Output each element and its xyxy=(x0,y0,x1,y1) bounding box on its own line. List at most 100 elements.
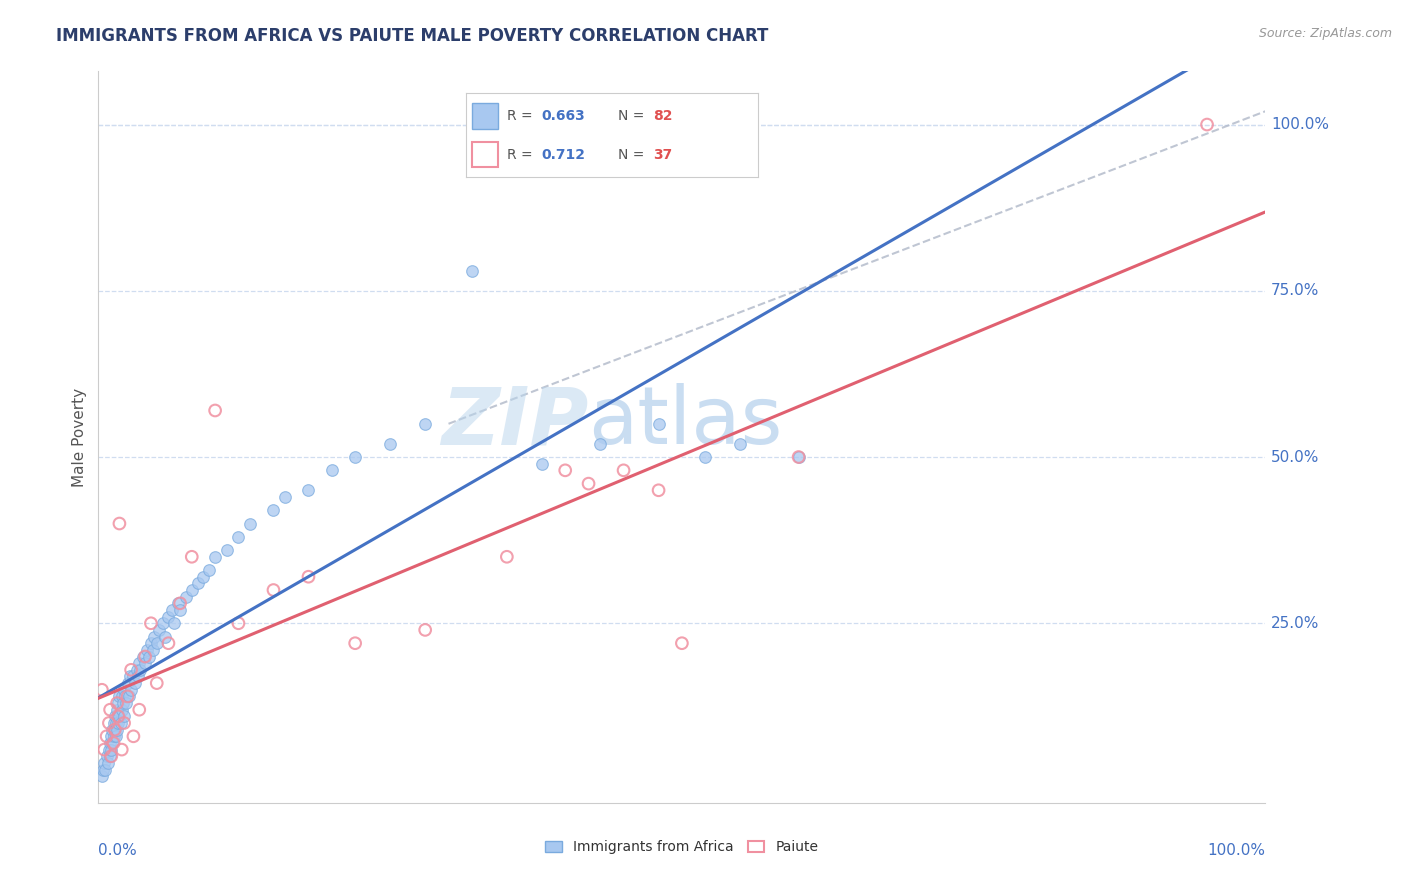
Point xyxy=(695,450,717,464)
Point xyxy=(228,616,250,631)
Point xyxy=(111,690,134,704)
Point xyxy=(671,636,693,650)
Point xyxy=(228,530,250,544)
Point xyxy=(112,716,135,731)
Point xyxy=(104,723,127,737)
Point xyxy=(104,723,127,737)
Point xyxy=(198,563,221,577)
Point xyxy=(136,643,159,657)
Point xyxy=(90,682,112,697)
Point xyxy=(105,723,128,737)
Point xyxy=(180,549,202,564)
Text: 25.0%: 25.0% xyxy=(1271,615,1320,631)
Point xyxy=(157,636,180,650)
Point xyxy=(166,596,188,610)
Point xyxy=(139,616,162,631)
Point xyxy=(101,723,124,737)
Point xyxy=(152,616,174,631)
Point xyxy=(134,656,156,670)
Point xyxy=(530,457,553,471)
Text: 50.0%: 50.0% xyxy=(1271,450,1320,465)
Point xyxy=(118,669,141,683)
Point xyxy=(169,596,191,610)
Point xyxy=(787,450,810,464)
Point xyxy=(94,763,117,777)
Text: Source: ZipAtlas.com: Source: ZipAtlas.com xyxy=(1258,27,1392,40)
Point xyxy=(107,709,129,723)
Point xyxy=(647,483,669,498)
Point xyxy=(112,709,135,723)
Point xyxy=(108,709,131,723)
Point xyxy=(122,669,145,683)
Point xyxy=(120,682,142,697)
Point xyxy=(103,729,125,743)
Point xyxy=(111,696,134,710)
Point xyxy=(134,649,156,664)
Point xyxy=(138,649,160,664)
Point xyxy=(100,742,122,756)
Text: ZIP: ZIP xyxy=(441,384,589,461)
Point xyxy=(110,716,132,731)
Point xyxy=(114,690,136,704)
Point xyxy=(129,663,152,677)
Point xyxy=(111,703,134,717)
Text: 0.0%: 0.0% xyxy=(98,843,138,858)
Point xyxy=(122,729,145,743)
Point xyxy=(143,630,166,644)
Point xyxy=(297,570,319,584)
Point xyxy=(101,736,124,750)
Point xyxy=(97,716,120,731)
Point xyxy=(380,436,402,450)
Point xyxy=(160,603,183,617)
Point xyxy=(103,716,125,731)
Point xyxy=(321,463,343,477)
Point xyxy=(97,756,120,770)
Point xyxy=(105,696,128,710)
Point xyxy=(108,690,131,704)
Point xyxy=(96,749,118,764)
Point xyxy=(98,703,121,717)
Y-axis label: Male Poverty: Male Poverty xyxy=(72,387,87,487)
Text: 100.0%: 100.0% xyxy=(1208,843,1265,858)
Point xyxy=(132,649,155,664)
Point xyxy=(108,516,131,531)
Point xyxy=(104,716,127,731)
Point xyxy=(146,636,169,650)
Point xyxy=(174,590,197,604)
Text: IMMIGRANTS FROM AFRICA VS PAIUTE MALE POVERTY CORRELATION CHART: IMMIGRANTS FROM AFRICA VS PAIUTE MALE PO… xyxy=(56,27,769,45)
Point xyxy=(117,676,139,690)
Point xyxy=(262,503,284,517)
Point xyxy=(128,703,150,717)
Point xyxy=(589,436,612,450)
Point xyxy=(153,630,176,644)
Point xyxy=(125,663,148,677)
Point xyxy=(120,663,142,677)
Point xyxy=(239,516,262,531)
Point xyxy=(104,729,127,743)
Point xyxy=(215,543,238,558)
Point xyxy=(96,729,118,743)
Point xyxy=(112,682,135,697)
Point xyxy=(647,417,669,431)
Point xyxy=(91,763,114,777)
Point xyxy=(344,636,367,650)
Point xyxy=(157,609,180,624)
Text: 100.0%: 100.0% xyxy=(1271,117,1329,132)
Point xyxy=(344,450,367,464)
Point xyxy=(117,690,139,704)
Point xyxy=(139,636,162,650)
Point xyxy=(93,742,115,756)
Point xyxy=(193,570,215,584)
Point xyxy=(100,729,122,743)
Point xyxy=(787,450,810,464)
Point xyxy=(180,582,202,597)
Point xyxy=(730,436,752,450)
Point xyxy=(613,463,636,477)
Point xyxy=(204,403,226,417)
Point xyxy=(93,756,115,770)
Legend: Immigrants from Africa, Paiute: Immigrants from Africa, Paiute xyxy=(546,840,818,855)
Point xyxy=(105,703,128,717)
Point xyxy=(107,696,129,710)
Point xyxy=(111,742,134,756)
Point xyxy=(124,676,146,690)
